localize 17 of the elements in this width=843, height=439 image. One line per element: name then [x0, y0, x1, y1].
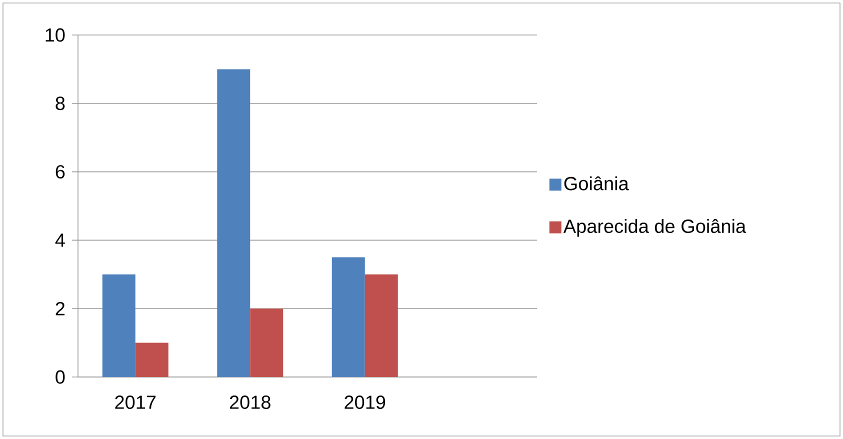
- y-tick-label: 2: [56, 302, 65, 316]
- y-tick-label: 6: [56, 165, 65, 179]
- x-tick-label: 2019: [344, 396, 386, 409]
- x-tick-label: 2018: [230, 396, 270, 409]
- bar: [135, 342, 168, 377]
- bar: [217, 69, 250, 377]
- y-tick-label: 4: [55, 234, 65, 247]
- bar: [332, 257, 365, 377]
- legend-label: Goiânia: [564, 176, 629, 190]
- y-tick-label: 8: [56, 96, 65, 110]
- y-tick-label: 10: [46, 28, 65, 42]
- y-tick-label: 0: [56, 370, 65, 384]
- bar: [364, 274, 398, 377]
- bar: [102, 274, 136, 377]
- x-tick-label: 2017: [115, 396, 156, 409]
- legend-label: Aparecida de Goiânia: [563, 219, 746, 237]
- bar: [250, 308, 284, 377]
